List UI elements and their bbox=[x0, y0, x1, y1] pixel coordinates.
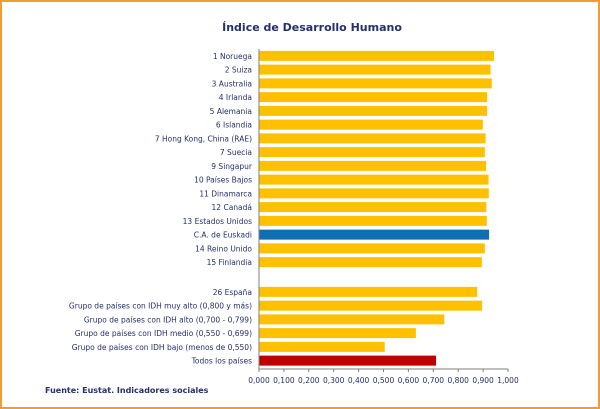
category-label-26-espana: 26 España bbox=[213, 288, 252, 297]
x-tick-label: 0,900 bbox=[472, 376, 494, 385]
category-label-grupo-de-paises-con-idh-alto-0-700-0-799: Grupo de países con IDH alto (0,700 - 0,… bbox=[84, 315, 252, 324]
x-tick-label: 0,200 bbox=[298, 376, 320, 385]
category-label-grupo-de-paises-con-idh-bajo-menos-de-0-550: Grupo de países con IDH bajo (menos de 0… bbox=[72, 343, 252, 352]
bar-grupo-de-paises-con-idh-alto-0-700-0-799 bbox=[259, 314, 445, 325]
bar-todos-los-paises bbox=[259, 355, 437, 366]
bar-3-australia bbox=[259, 78, 492, 89]
category-label-10-paises-bajos: 10 Países Bajos bbox=[194, 176, 252, 185]
x-axis: 0,000 0,100 0,200 0,300 0,400 0,500 0,600 0,700… bbox=[248, 49, 519, 385]
category-label-15-finlandia: 15 Finlandia bbox=[207, 258, 252, 267]
category-label-13-estados-unidos: 13 Estados Unidos bbox=[183, 217, 252, 226]
bar-9-singapur bbox=[259, 160, 487, 171]
category-label-7-hong-kong-china-rae: 7 Hong Kong, China (RAE) bbox=[155, 134, 252, 143]
bar-6-islandia bbox=[259, 119, 483, 130]
bar-4-irlanda bbox=[259, 92, 488, 103]
x-tick-label: 0,500 bbox=[373, 376, 395, 385]
category-label-grupo-de-paises-con-idh-medio-0-550-0-699: Grupo de países con IDH medio (0,550 - 0… bbox=[75, 329, 252, 338]
x-tick-label: 0,100 bbox=[273, 376, 295, 385]
x-tick-label: 1,000 bbox=[497, 376, 519, 385]
bar-grupo-de-paises-con-idh-medio-0-550-0-699 bbox=[259, 328, 416, 339]
bar-15-finlandia bbox=[259, 257, 482, 268]
bar-7-suecia bbox=[259, 147, 485, 158]
category-label-6-islandia: 6 Islandia bbox=[216, 121, 252, 130]
bar-13-estados-unidos bbox=[259, 215, 487, 226]
x-tick-label: 0,600 bbox=[398, 376, 420, 385]
bar-grupo-de-paises-con-idh-muy-alto-0-800-y-mas bbox=[259, 300, 483, 311]
chart-title: Índice de Desarrollo Humano bbox=[222, 21, 402, 34]
x-tick-label: 0,000 bbox=[248, 376, 270, 385]
category-label-14-reino-unido: 14 Reino Unido bbox=[195, 244, 252, 253]
bar-1-noruega bbox=[259, 50, 495, 61]
bar-11-dinamarca bbox=[259, 188, 489, 199]
source-note: Fuente: Eustat. Indicadores sociales bbox=[45, 386, 209, 395]
category-label-grupo-de-paises-con-idh-muy-alto-0-800-y-mas: Grupo de países con IDH muy alto (0,800 … bbox=[69, 302, 252, 311]
category-label-2-suiza: 2 Suiza bbox=[225, 66, 252, 75]
category-label-c-a-de-euskadi: C.A. de Euskadi bbox=[194, 231, 252, 240]
category-label-5-alemania: 5 Alemania bbox=[210, 107, 252, 116]
bar-5-alemania bbox=[259, 105, 488, 116]
category-label-4-irlanda: 4 Irlanda bbox=[219, 93, 252, 102]
bar-14-reino-unido bbox=[259, 243, 485, 254]
bar-c-a-de-euskadi bbox=[259, 229, 490, 240]
category-label-7-suecia: 7 Suecia bbox=[220, 148, 252, 157]
category-label-todos-los-paises: Todos los países bbox=[191, 357, 252, 366]
bar-10-paises-bajos bbox=[259, 174, 489, 185]
category-labels-layer: 1 Noruega 2 Suiza 3 Australia 4 Irlanda 5 Al… bbox=[69, 52, 253, 366]
x-tick-label: 0,700 bbox=[423, 376, 445, 385]
bar-26-espana bbox=[259, 286, 478, 297]
category-label-9-singapur: 9 Singapur bbox=[211, 162, 253, 171]
category-label-12-canada: 12 Canadá bbox=[212, 203, 252, 212]
x-tick-label: 0,300 bbox=[323, 376, 345, 385]
category-label-3-australia: 3 Australia bbox=[212, 79, 252, 88]
x-tick-label: 0,800 bbox=[447, 376, 469, 385]
category-label-1-noruega: 1 Noruega bbox=[213, 52, 252, 61]
bar-2-suiza bbox=[259, 64, 491, 75]
bar-grupo-de-paises-con-idh-bajo-menos-de-0-550 bbox=[259, 341, 385, 352]
x-tick-label: 0,400 bbox=[348, 376, 370, 385]
bars-layer bbox=[259, 50, 495, 366]
bar-12-canada bbox=[259, 202, 487, 213]
category-label-11-dinamarca: 11 Dinamarca bbox=[199, 189, 252, 198]
bar-7-hong-kong-china-rae bbox=[259, 133, 486, 144]
